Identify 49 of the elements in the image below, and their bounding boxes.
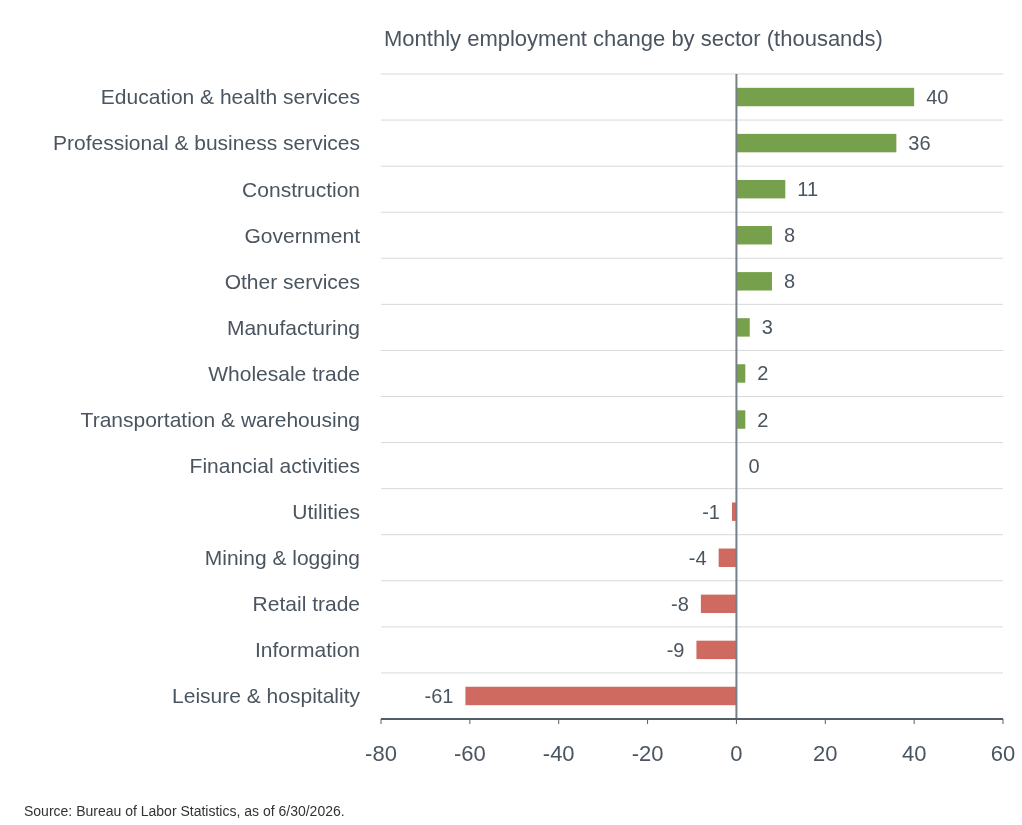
bar <box>736 364 746 383</box>
data-label: 3 <box>761 316 773 339</box>
y-tick-label: Wholesale trade <box>208 361 360 385</box>
data-label: 0 <box>748 454 760 477</box>
chart-title: Monthly employment change by sector (thousands) <box>384 26 883 51</box>
x-tick-label: -80 <box>365 741 397 766</box>
x-tick-label: 20 <box>813 741 838 766</box>
data-label: 36 <box>908 132 931 155</box>
bar <box>700 594 737 614</box>
bar <box>736 87 915 107</box>
y-tick-label: Utilities <box>292 500 360 524</box>
data-label: 2 <box>757 408 769 431</box>
bar <box>465 686 737 706</box>
x-tick-label: -20 <box>631 741 664 766</box>
x-tick-label: -40 <box>542 741 575 766</box>
y-tick-label: Manufacturing <box>226 315 360 339</box>
bar <box>736 272 772 291</box>
x-tick-label: 40 <box>901 741 927 766</box>
data-label: -9 <box>666 638 685 661</box>
y-tick-label: Information <box>254 638 360 662</box>
y-tick-label: Mining & logging <box>204 546 360 570</box>
y-tick-label: Government <box>244 223 361 247</box>
y-tick-label: Other services <box>224 269 360 293</box>
y-tick-label: Education & health services <box>100 85 360 109</box>
bar <box>736 318 750 337</box>
data-label: 11 <box>797 178 819 201</box>
data-label: 2 <box>757 362 769 385</box>
source-note: Source: Bureau of Labor Statistics, as of 6/30/2026. <box>24 803 345 819</box>
x-tick-label: 60 <box>990 741 1016 766</box>
data-label: -1 <box>702 500 720 523</box>
bar <box>736 410 746 429</box>
data-label: -4 <box>688 546 707 569</box>
bar <box>736 226 772 245</box>
y-tick-label: Financial activities <box>189 453 360 477</box>
data-label: -8 <box>671 592 689 615</box>
data-label: 40 <box>926 86 949 109</box>
bar <box>736 179 786 199</box>
x-tick-label: -60 <box>453 741 486 766</box>
y-tick-label: Leisure & hospitality <box>172 684 361 708</box>
data-label: 8 <box>783 224 796 247</box>
y-tick-label: Transportation & warehousing <box>80 407 360 431</box>
x-tick-label: 0 <box>730 741 743 766</box>
y-tick-label: Construction <box>242 177 360 201</box>
data-label: -61 <box>424 684 454 707</box>
data-label: 8 <box>783 270 796 293</box>
bar <box>696 640 737 660</box>
y-tick-label: Professional & business services <box>53 131 360 155</box>
bar <box>736 133 897 153</box>
y-tick-label: Retail trade <box>252 592 360 616</box>
